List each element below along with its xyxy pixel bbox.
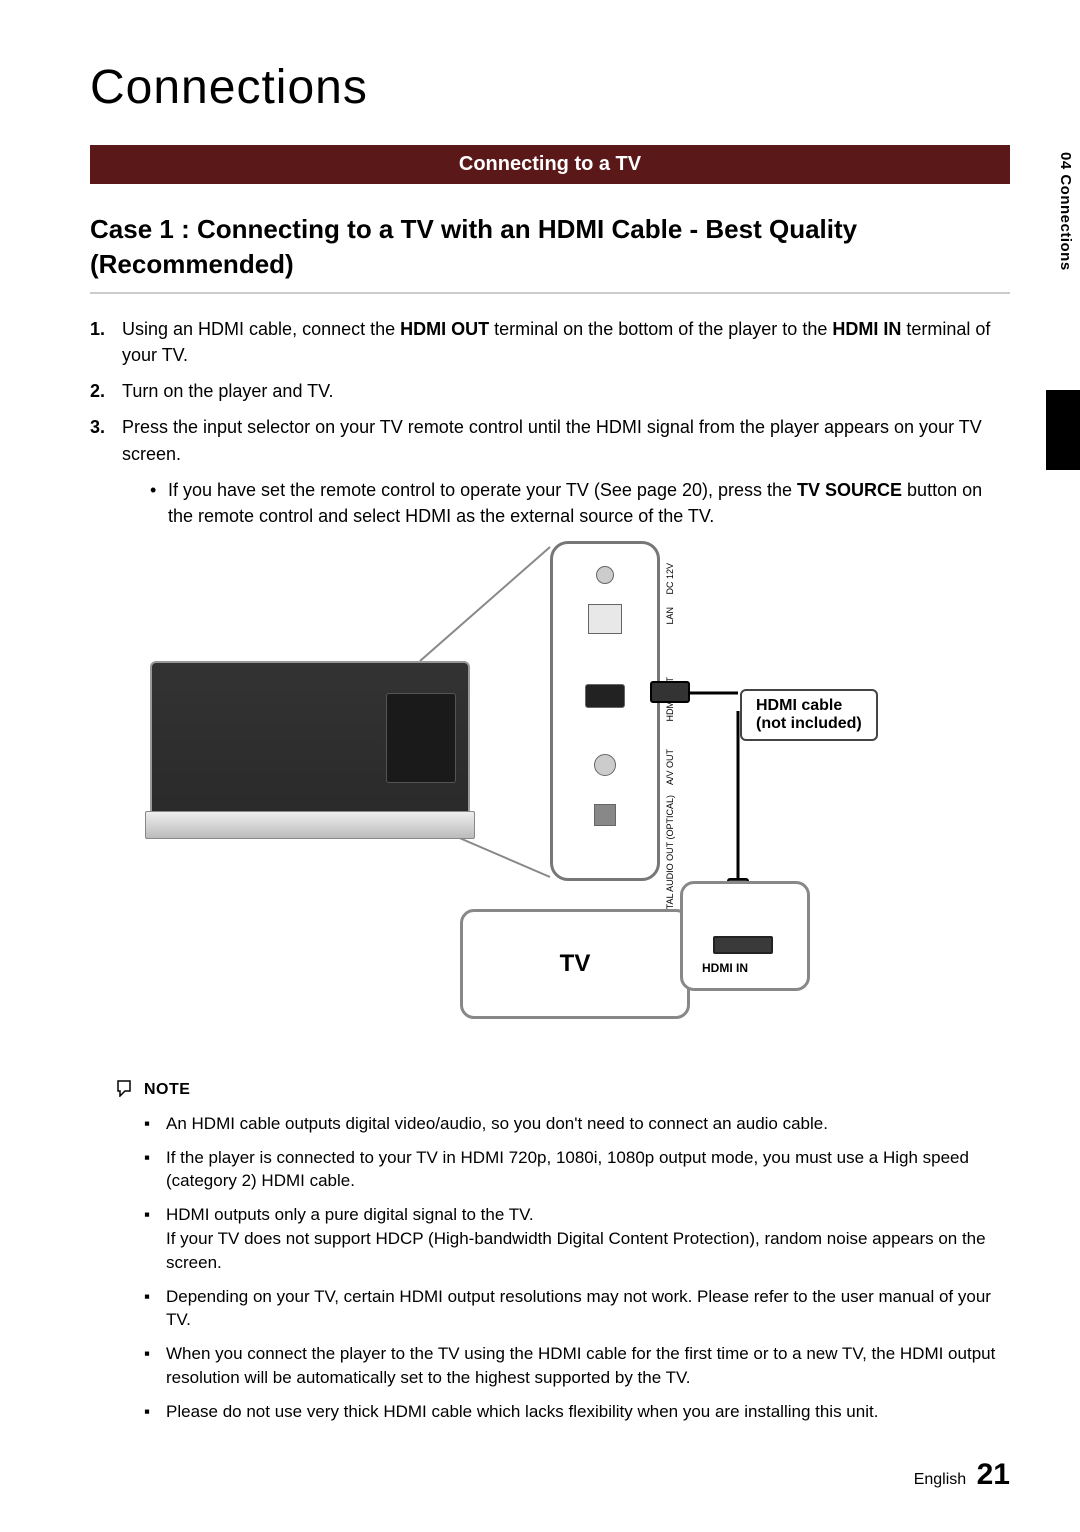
port-label-dc: DC 12V <box>665 563 675 595</box>
step-text: Turn on the player and TV. <box>122 378 1010 404</box>
hdmi-cable-label: HDMI cable (not included) <box>740 689 878 741</box>
lan-port-icon <box>588 604 622 634</box>
step-2: 2. Turn on the player and TV. <box>90 378 1010 404</box>
page-footer: English 21 <box>914 1458 1010 1492</box>
note-icon <box>116 1079 136 1102</box>
bullet-icon: ▪ <box>144 1342 166 1390</box>
step-number: 1. <box>90 316 122 368</box>
step-number: 3. <box>90 414 122 466</box>
page-number: 21 <box>977 1458 1010 1491</box>
player-base <box>145 811 475 839</box>
port-label-opt: DIGITAL AUDIO OUT (OPTICAL) <box>665 795 675 928</box>
note-item: ▪Please do not use very thick HDMI cable… <box>144 1400 1010 1424</box>
section-bar: Connecting to a TV <box>90 145 1010 184</box>
port-label-av: A/V OUT <box>665 749 675 785</box>
bullet-icon: • <box>150 477 168 529</box>
bullet-icon: ▪ <box>144 1203 166 1274</box>
player-port-area <box>386 693 456 783</box>
player-bottom-view <box>150 661 470 821</box>
case-title: Case 1 : Connecting to a TV with an HDMI… <box>90 212 1010 294</box>
step-text: Using an HDMI cable, connect the HDMI OU… <box>122 316 1010 368</box>
hdmi-in-label: HDMI IN <box>702 961 748 975</box>
note-item: ▪An HDMI cable outputs digital video/aud… <box>144 1112 1010 1136</box>
step-sub-bullet: • If you have set the remote control to … <box>150 477 1010 529</box>
bullet-icon: ▪ <box>144 1146 166 1194</box>
bullet-icon: ▪ <box>144 1400 166 1424</box>
note-item: ▪Depending on your TV, certain HDMI outp… <box>144 1285 1010 1333</box>
tv-box: TV <box>460 909 690 1019</box>
hdmi-in-socket-icon <box>713 936 773 954</box>
side-tab-label: 04 Connections <box>1057 152 1074 271</box>
tv-label: TV <box>560 950 591 978</box>
footer-language: English <box>914 1471 966 1488</box>
note-list: ▪An HDMI cable outputs digital video/aud… <box>144 1112 1010 1424</box>
port-label-lan: LAN <box>665 607 675 625</box>
side-tab: 04 Connections <box>1046 150 1080 410</box>
note-item: ▪HDMI outputs only a pure digital signal… <box>144 1203 1010 1274</box>
note-heading: NOTE <box>116 1079 1010 1102</box>
connection-diagram: DC 12V LAN HDMI OUT A/V OUT DIGITAL AUDI… <box>90 541 1010 1061</box>
bullet-icon: ▪ <box>144 1112 166 1136</box>
manual-page: 04 Connections Connections Connecting to… <box>0 0 1080 1532</box>
chapter-title: Connections <box>90 60 1010 115</box>
note-label: NOTE <box>144 1081 190 1099</box>
note-item: ▪If the player is connected to your TV i… <box>144 1146 1010 1194</box>
dc-port-icon <box>596 566 614 584</box>
step-1: 1. Using an HDMI cable, connect the HDMI… <box>90 316 1010 368</box>
step-text: Press the input selector on your TV remo… <box>122 414 1010 466</box>
note-item: ▪When you connect the player to the TV u… <box>144 1342 1010 1390</box>
av-out-port-icon <box>594 754 616 776</box>
hdmi-plug-icon <box>650 681 690 703</box>
step-number: 2. <box>90 378 122 404</box>
step-list: 1. Using an HDMI cable, connect the HDMI… <box>90 316 1010 466</box>
step-3: 3. Press the input selector on your TV r… <box>90 414 1010 466</box>
optical-port-icon <box>594 804 616 826</box>
sub-bullet-text: If you have set the remote control to op… <box>168 477 1010 529</box>
thumb-index-bar <box>1046 390 1080 470</box>
bullet-icon: ▪ <box>144 1285 166 1333</box>
hdmi-out-port-icon <box>585 684 625 708</box>
port-panel-enlarged <box>550 541 660 881</box>
